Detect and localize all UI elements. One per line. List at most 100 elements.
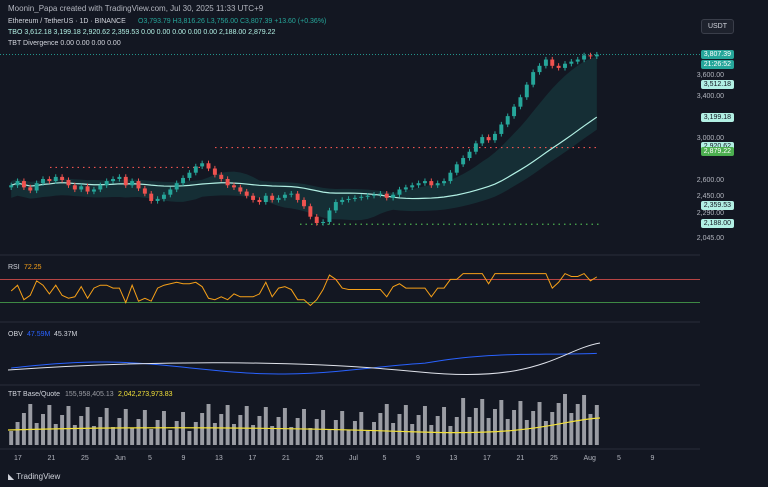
price-axis-tick: 3,000.00 (696, 135, 724, 143)
candle-body (238, 187, 243, 192)
candle-body (193, 166, 198, 173)
tradingview-brand[interactable]: ◣ TradingView (8, 472, 60, 481)
candle-body (149, 193, 154, 201)
volume-bar (111, 427, 116, 445)
candle-body (9, 185, 14, 188)
volume-bar (15, 422, 20, 445)
candle-body (257, 199, 262, 203)
candle-body (582, 55, 587, 60)
volume-bar (594, 405, 599, 445)
volume-bar (550, 412, 555, 445)
volume-bar (563, 394, 567, 445)
candle-body (142, 188, 147, 194)
volume-bar (181, 412, 186, 445)
volume-bar (429, 425, 434, 445)
candle-body (391, 194, 396, 198)
volume-bar (79, 416, 84, 445)
volume-bar (416, 415, 421, 445)
volume-bar (219, 414, 224, 445)
tbo-values: TBO 3,612.18 3,199.18 2,920.62 2,359.53 … (8, 29, 276, 36)
x-axis-tick: Jun (114, 455, 126, 462)
baseq-value-1: 155,958,405.13 (65, 391, 114, 398)
candle-body (314, 216, 319, 223)
candle-body (85, 186, 90, 192)
volume-bar (263, 407, 268, 445)
candle-body (340, 199, 345, 203)
candle-body (200, 163, 205, 167)
volume-bar (372, 422, 376, 445)
x-axis-tick: 17 (14, 455, 22, 462)
candle-body (333, 202, 338, 211)
volume-bar (257, 416, 262, 445)
candle-body (72, 185, 77, 190)
candle-body (512, 106, 517, 117)
candle-body (91, 189, 96, 192)
price-label: 3,807.39 (700, 49, 734, 59)
x-axis-tick: 5 (382, 455, 387, 462)
candle-body (467, 151, 472, 159)
rsi-label: RSI (8, 264, 20, 271)
obv-line (11, 352, 597, 375)
candle-body (66, 180, 71, 186)
candle-body (187, 172, 192, 178)
volume-bar (314, 419, 319, 445)
price-axis-tick: 3,600.00 (696, 72, 724, 80)
candle-body (537, 65, 542, 73)
volume-bar (461, 398, 466, 445)
volume-bar (512, 410, 517, 445)
x-axis-tick: 9 (416, 455, 420, 462)
candle-body (104, 181, 109, 186)
obv-label: OBV (8, 331, 23, 338)
volume-bar (473, 408, 478, 445)
price-axis-tick: 2,450.00 (696, 192, 724, 200)
volume-bar (187, 431, 192, 445)
x-axis-tick: 25 (315, 455, 324, 462)
candle-body (111, 178, 116, 182)
tbo-cloud (11, 56, 597, 221)
candle-body (232, 185, 236, 188)
candle-body (518, 97, 523, 107)
candle-body (15, 181, 20, 186)
credit-line: Moonin_Papa created with TradingView.com… (8, 4, 264, 13)
candle-body (117, 176, 122, 179)
x-axis-tick: 5 (148, 455, 152, 462)
price-axis-tick: 2,600.00 (696, 177, 724, 185)
x-axis-tick: 9 (650, 455, 655, 462)
candle-body (34, 183, 39, 191)
candle-body (321, 221, 326, 223)
price-label: 3,512.18 (700, 80, 734, 90)
x-axis-tick: Jul (349, 455, 358, 462)
currency-button[interactable]: USDT (700, 19, 734, 34)
candle-body (79, 186, 84, 190)
volume-bar (391, 423, 396, 445)
candle-body (155, 198, 160, 201)
volume-bar (333, 420, 338, 445)
candle-body (365, 195, 370, 197)
volume-bar (270, 426, 275, 445)
candle-body (60, 176, 65, 181)
candle-body (302, 199, 306, 207)
volume-bar (276, 417, 281, 445)
candle-body (556, 65, 561, 68)
candle-body (492, 133, 497, 141)
candle-body (263, 195, 268, 203)
volume-bar (537, 402, 542, 445)
volume-bar (467, 417, 472, 445)
candle-body (28, 187, 33, 191)
rsi-value: 72.25 (24, 264, 42, 271)
volume-bar (155, 420, 160, 445)
candle-body (225, 178, 230, 186)
candle-body (410, 185, 415, 188)
volume-bar (410, 424, 415, 445)
candle-body (289, 193, 294, 195)
volume-bar (359, 412, 364, 445)
candle-body (251, 195, 256, 200)
volume-bar (448, 426, 453, 445)
candle-body (295, 193, 300, 200)
volume-bar (327, 429, 332, 445)
volume-bar (435, 416, 440, 445)
volume-bar (28, 404, 33, 445)
volume-bar (34, 423, 39, 445)
candle-body (161, 194, 166, 199)
